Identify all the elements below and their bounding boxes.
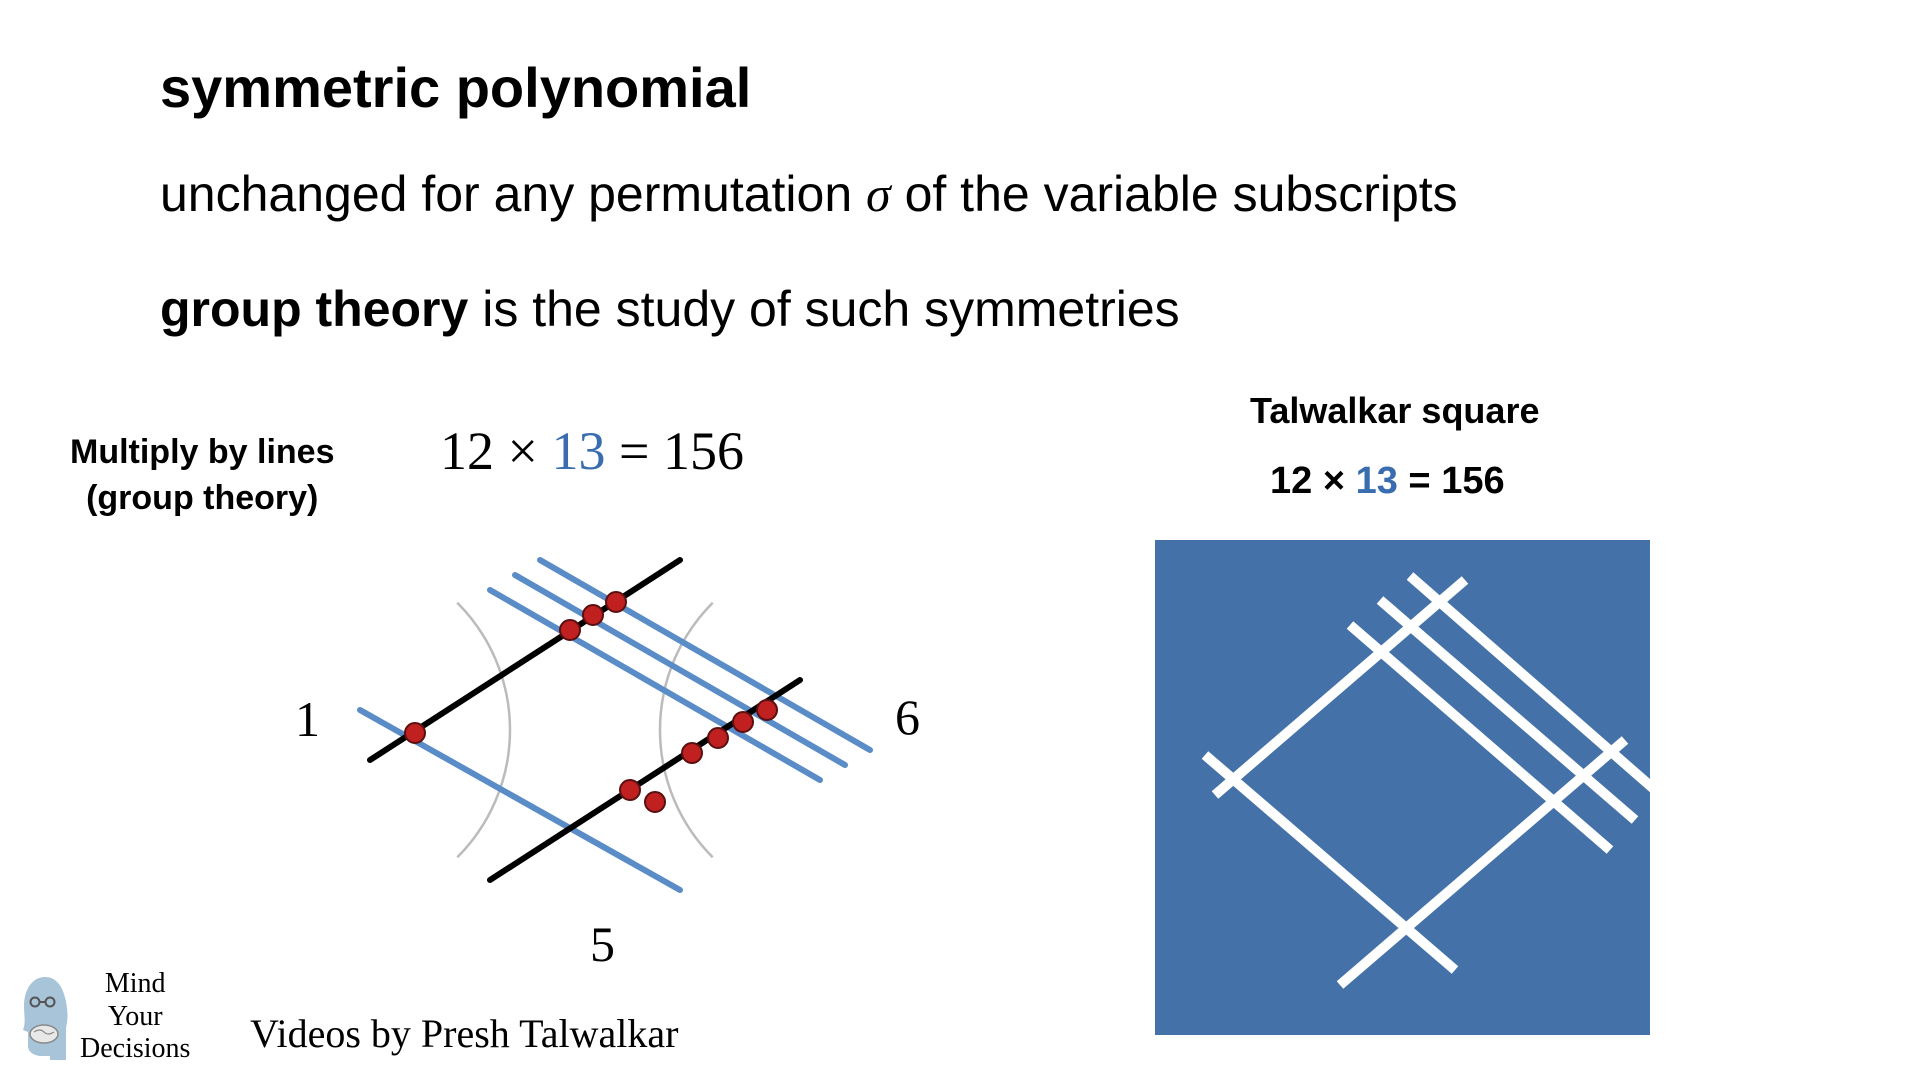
- heading-symmetric-polynomial: symmetric polynomial: [160, 55, 751, 120]
- def-pre: unchanged for any permutation: [160, 166, 866, 222]
- group-theory-line: group theory is the study of such symmet…: [160, 280, 1180, 338]
- eq-r: 156: [663, 421, 744, 481]
- talwalkar-square-svg: [1155, 540, 1650, 1035]
- left-label-l2: (group theory): [86, 479, 318, 517]
- talwalkar-square: [1155, 540, 1650, 1035]
- req-eq: =: [1398, 460, 1441, 502]
- byline: Videos by Presh Talwalkar: [250, 1010, 678, 1057]
- label-one: 1: [295, 690, 320, 748]
- label-five: 5: [590, 915, 615, 973]
- def-post: of the variable subscripts: [891, 166, 1458, 222]
- eq-eq: =: [605, 421, 662, 481]
- eq-times: ×: [494, 421, 551, 481]
- head-icon: [20, 972, 70, 1062]
- right-equation: 12 × 13 = 156: [1270, 460, 1505, 503]
- left-label-l1: Multiply by lines: [70, 433, 334, 471]
- brand-l2: Your: [80, 1001, 190, 1033]
- req-times: ×: [1312, 460, 1355, 502]
- definition-line: unchanged for any permutation σ of the v…: [160, 165, 1458, 223]
- group-theory-rest: is the study of such symmetries: [468, 281, 1179, 337]
- brand-l1: Mind: [80, 968, 190, 1000]
- left-diagram-label: Multiply by lines (group theory): [70, 430, 334, 522]
- right-title: Talwalkar square: [1250, 390, 1539, 432]
- eq-a: 12: [440, 421, 494, 481]
- req-b: 13: [1356, 460, 1398, 502]
- brand-logo: Mind Your Decisions: [20, 968, 190, 1065]
- lines-diagram: [280, 530, 880, 930]
- left-equation: 12 × 13 = 156: [440, 420, 744, 482]
- sigma-symbol: σ: [866, 166, 891, 222]
- req-a: 12: [1270, 460, 1312, 502]
- brand-l3: Decisions: [80, 1033, 190, 1065]
- req-r: 156: [1441, 460, 1504, 502]
- eq-b: 13: [551, 421, 605, 481]
- group-theory-bold: group theory: [160, 281, 468, 337]
- label-six: 6: [895, 688, 920, 746]
- brand-text: Mind Your Decisions: [80, 968, 190, 1065]
